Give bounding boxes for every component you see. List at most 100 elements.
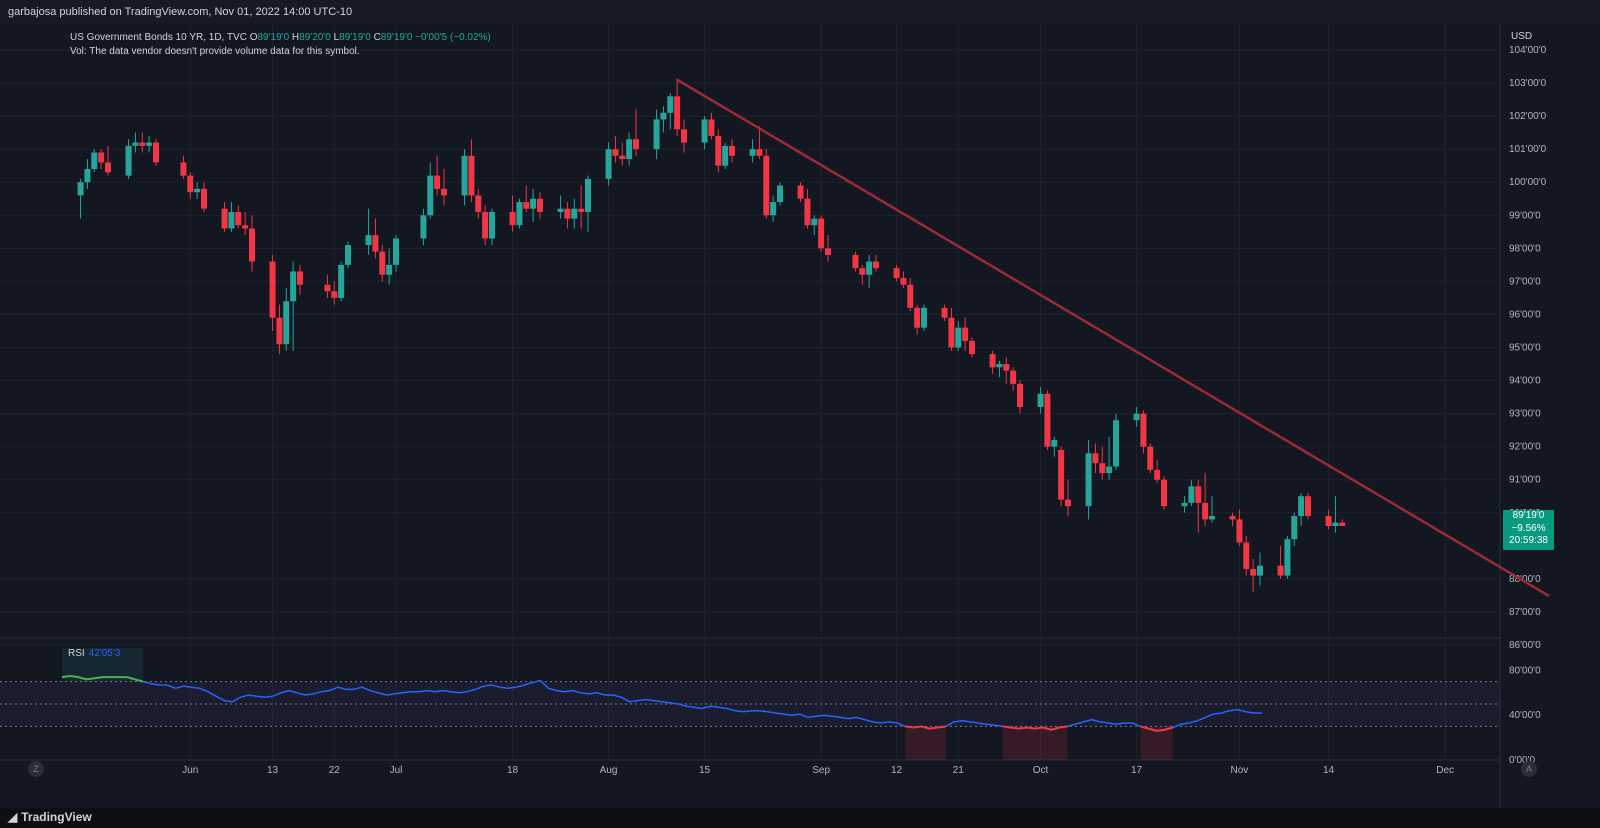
candle [84, 159, 91, 189]
candle-body [77, 182, 84, 196]
candle-body [379, 251, 386, 275]
candle-body [1010, 370, 1017, 384]
low-label: L [333, 32, 340, 43]
candle [1195, 479, 1202, 533]
candle [674, 79, 681, 136]
rsi-tick-label: 80'00'0 [1509, 665, 1541, 676]
time-tick-label: Sep [812, 765, 830, 776]
candle [1325, 509, 1332, 530]
candle [146, 135, 153, 153]
candle-body [1017, 383, 1023, 407]
candle [91, 149, 98, 173]
time-tick-label: 17 [1131, 765, 1143, 776]
time-zoom-button[interactable]: Z [28, 761, 44, 777]
time-tick-label: 18 [507, 765, 519, 776]
candle-body [605, 149, 612, 179]
candle [235, 205, 242, 229]
price-tick-label: 94'00'0 [1509, 376, 1541, 387]
candle-body [276, 317, 283, 345]
rsi-background [0, 648, 1500, 760]
chart-frame[interactable] [0, 24, 1600, 808]
candle [228, 202, 235, 232]
candle-body [489, 211, 495, 239]
candle [996, 360, 1003, 378]
tradingview-logo[interactable]: ◢ TradingView [8, 810, 92, 824]
price-tick-label: 86'00'0 [1509, 640, 1541, 651]
candle [859, 264, 866, 285]
candle-body [290, 271, 297, 302]
time-tick-label: 15 [699, 765, 711, 776]
candle [1257, 552, 1263, 586]
price-tick-label: 100'00'0 [1509, 177, 1547, 188]
price-axis: 104'00'0 103'00'0 102'00'0 101'00'0 100'00'0… [1509, 45, 1547, 651]
candle [324, 274, 331, 298]
time-tick-label: 14 [1323, 765, 1335, 776]
time-axis: Jun 13 22 Jul 18 Aug 15 Sep 12 21 Oct 17 Nov 14 Dec [182, 765, 1454, 776]
rsi-tick-label: 40'00'0 [1509, 710, 1541, 721]
low-value: 89'19'0 [339, 32, 371, 43]
candle [1291, 512, 1298, 546]
rsi-oversold-segment [1010, 726, 1019, 730]
candle [564, 202, 571, 229]
auto-scale-button[interactable]: A [1521, 761, 1537, 777]
candle-body [715, 135, 722, 166]
rsi-overbought-zone [70, 648, 79, 682]
candle-body [1106, 466, 1113, 474]
candle [393, 235, 399, 272]
rsi-oversold-zone [1140, 726, 1149, 760]
candle [1017, 380, 1023, 414]
candle-body [948, 317, 955, 348]
candle-body [996, 364, 1003, 368]
rsi-overbought-segment [86, 677, 95, 681]
trendline-layer [675, 78, 1550, 597]
price-tick-label: 103'00'0 [1509, 78, 1547, 89]
candle-body [194, 188, 201, 193]
candle-body [564, 208, 571, 219]
candle [420, 208, 427, 246]
candle [187, 172, 194, 199]
candle [1113, 413, 1119, 470]
open-value: 89'19'0 [257, 32, 290, 43]
candle-body [1044, 393, 1051, 447]
candle-body [667, 96, 674, 113]
candle [98, 149, 105, 169]
candle-body [619, 155, 626, 160]
candle [907, 278, 914, 312]
candle-body [1092, 453, 1099, 464]
candle [660, 106, 667, 133]
candle-body [228, 211, 235, 229]
published-info: garbajosa published on TradingView.com, … [8, 6, 353, 18]
candle-body [633, 139, 639, 150]
rsi-overbought-segment [126, 676, 136, 681]
candle [1051, 436, 1058, 457]
candle [770, 195, 777, 222]
last-price-badge: 89'19'0 −9.56% 20:59:38 [1503, 510, 1554, 550]
rsi-oversold-zone [1002, 726, 1011, 760]
candle-body [914, 307, 921, 328]
candle [989, 350, 996, 374]
candle [612, 135, 619, 163]
candle-body [859, 268, 866, 275]
candle-body [1291, 516, 1298, 540]
rsi-legend[interactable]: RSI 42'05'3 [68, 648, 120, 659]
rsi-overbought-zone [134, 648, 144, 682]
rsi-overbought-zone [102, 648, 111, 682]
candle-body [1209, 516, 1215, 520]
candle-body [907, 284, 914, 308]
candle-body [1113, 420, 1119, 467]
candle [708, 112, 715, 140]
close-value: 89'19'0 [380, 32, 413, 43]
candle [914, 304, 921, 335]
candle [1161, 476, 1167, 510]
candle [468, 139, 475, 203]
candle [729, 139, 735, 163]
candle-body [941, 307, 948, 318]
candle-body [530, 198, 537, 209]
candle-body [1181, 502, 1188, 507]
bar-countdown: 20:59:38 [1509, 535, 1548, 546]
price-tick-label: 91'00'0 [1509, 475, 1541, 486]
rsi-oversold-segment [905, 725, 914, 729]
candle-body [1284, 539, 1291, 576]
candle [585, 175, 591, 232]
